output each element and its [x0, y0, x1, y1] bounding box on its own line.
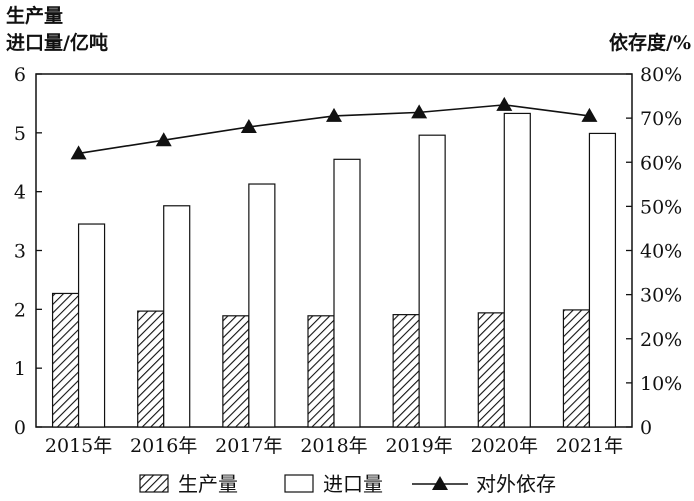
- x-category-label: 2018年: [300, 435, 367, 457]
- bar-production: [51, 292, 80, 428]
- y-left-title-line2: 进口量/亿吨: [6, 31, 108, 54]
- dependency-point: [155, 132, 172, 147]
- bar-import: [77, 223, 106, 428]
- y-left-tick-label: 2: [14, 299, 26, 321]
- y-left-tick-label: 1: [14, 358, 26, 380]
- legend-label-production: 生产量: [178, 472, 238, 496]
- bar-production: [307, 315, 335, 428]
- x-category-label: 2021年: [556, 435, 623, 457]
- y-left-tick-label: 3: [14, 241, 26, 263]
- bar-import: [333, 158, 361, 428]
- bar-import: [163, 205, 191, 428]
- dependency-point: [70, 145, 87, 160]
- x-axis-categories: 2015年 2016年 2017年 2018年 2019年 2020年 2021年: [45, 435, 623, 457]
- y-left-ticks: 0 1 2 3 4 5 6: [14, 64, 42, 439]
- dependency-point: [581, 107, 598, 122]
- bar-production: [477, 312, 505, 428]
- y-right-tick-label: 60%: [640, 152, 682, 174]
- y-right-tick-label: 30%: [640, 285, 682, 307]
- y-left-title-line1: 生产量: [6, 4, 63, 27]
- legend-swatch-production: [139, 474, 169, 493]
- x-category-label: 2019年: [385, 435, 452, 457]
- y-right-tick-label: 80%: [640, 64, 682, 86]
- x-category-label: 2020年: [471, 435, 538, 457]
- dependency-point: [240, 118, 257, 133]
- dependency-point: [411, 104, 428, 119]
- bar-production: [137, 310, 165, 428]
- bar-production: [562, 309, 591, 428]
- bar-import: [418, 134, 446, 428]
- y-left-tick-label: 0: [14, 417, 26, 439]
- legend-swatch-import: [284, 474, 314, 493]
- legend-label-dependency: 对外依存: [476, 472, 556, 496]
- y-right-tick-label: 40%: [640, 241, 682, 263]
- x-category-label: 2015年: [45, 435, 112, 457]
- bar-import: [588, 132, 617, 428]
- bar-production: [222, 315, 250, 428]
- dependency-point: [326, 107, 342, 122]
- bar-production: [392, 314, 420, 428]
- dependency-line: [70, 96, 598, 160]
- legend-label-import: 进口量: [323, 472, 383, 496]
- y-right-tick-label: 70%: [640, 108, 682, 130]
- y-right-ticks: 0 10% 20% 30% 40% 50% 60% 70% 80%: [626, 64, 682, 439]
- y-right-tick-label: 10%: [640, 373, 682, 395]
- bars: [51, 112, 617, 428]
- x-category-label: 2017年: [215, 435, 282, 457]
- y-right-tick-label: 20%: [640, 329, 682, 351]
- y-right-tick-label: 50%: [640, 196, 682, 218]
- y-left-tick-label: 6: [14, 64, 26, 86]
- bar-import: [503, 112, 531, 428]
- dependency-point: [496, 96, 513, 111]
- y-left-tick-label: 5: [14, 123, 26, 145]
- legend-triangle-icon: [432, 476, 448, 490]
- y-left-tick-label: 4: [14, 182, 26, 204]
- bar-import: [248, 183, 276, 428]
- y-right-title: 依存度/%: [609, 31, 691, 54]
- y-right-tick-label: 0: [640, 417, 652, 439]
- x-category-label: 2016年: [130, 435, 197, 457]
- legend: 生产量 进口量 对外依存: [139, 472, 556, 496]
